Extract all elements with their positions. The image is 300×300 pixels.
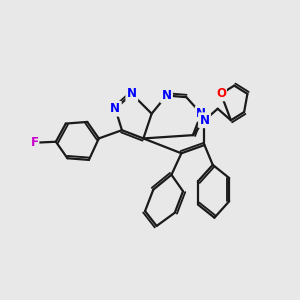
Text: N: N xyxy=(127,87,137,101)
Text: N: N xyxy=(161,89,172,102)
Text: O: O xyxy=(216,87,226,101)
Text: N: N xyxy=(196,107,206,120)
Text: F: F xyxy=(30,136,38,149)
Text: N: N xyxy=(200,114,209,127)
Text: N: N xyxy=(110,102,120,115)
